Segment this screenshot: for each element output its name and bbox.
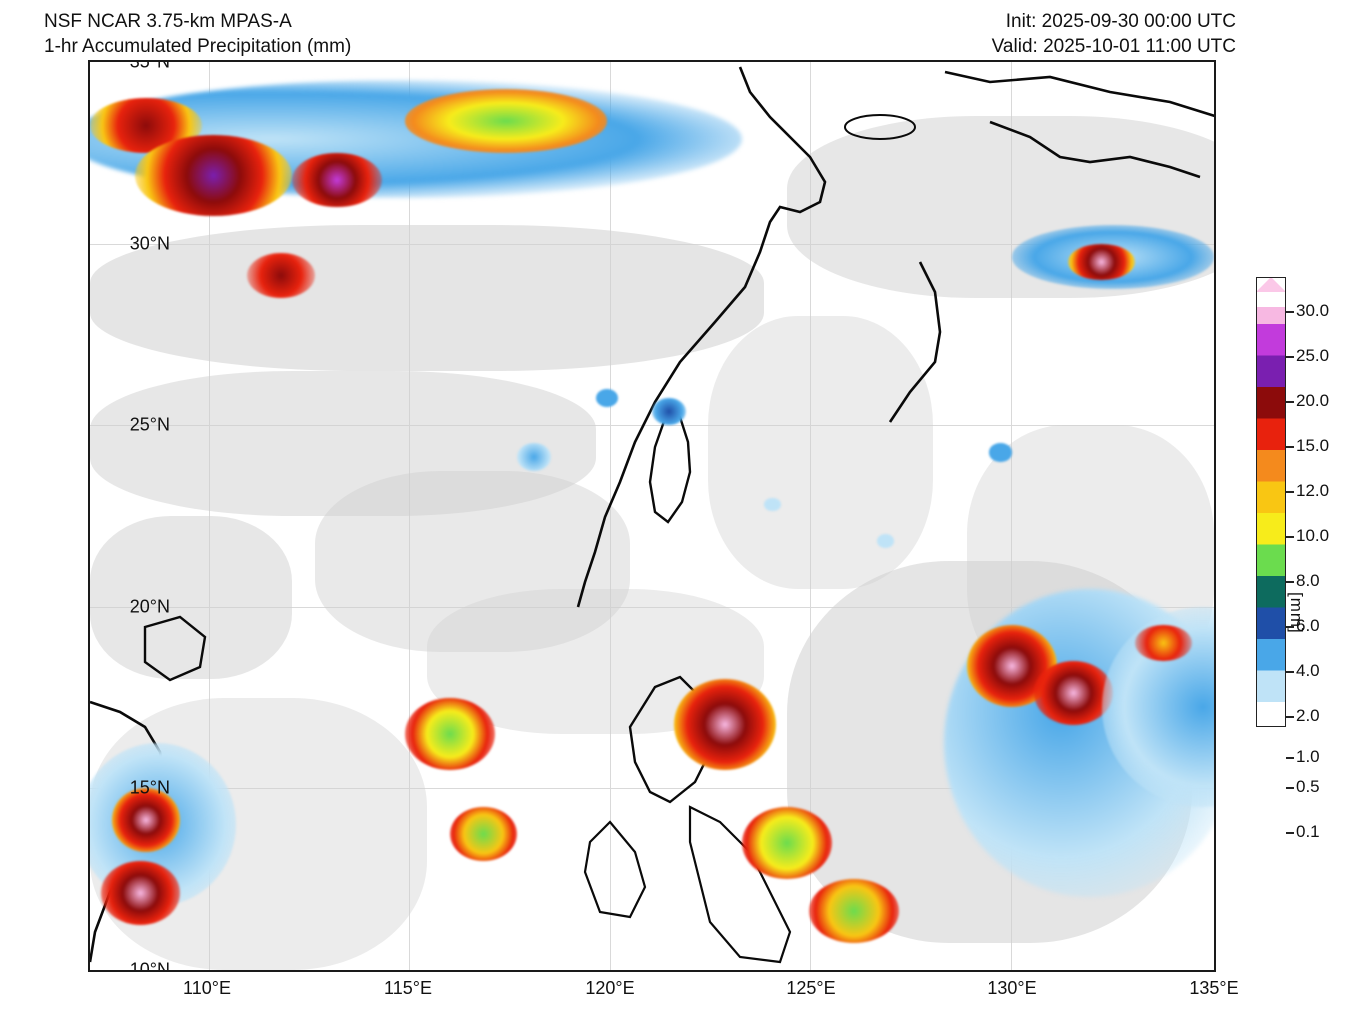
map-plot-area[interactable]: 35°N 30°N 25°N 20°N 15°N 10°N <box>88 60 1216 972</box>
y-axis-tick-30N[interactable]: 30°N <box>90 233 170 254</box>
precip-speckle <box>877 534 894 548</box>
colorbar-label-15[interactable]: 15.0 <box>1296 436 1329 456</box>
valid-label: Valid: 2025-10-01 11:00 UTC <box>992 35 1236 60</box>
weather-map-app: NSF NCAR 3.75-km MPAS-A 1-hr Accumulated… <box>0 0 1346 1032</box>
y-axis-tick-20N[interactable]: 20°N <box>90 596 170 617</box>
colorbar-tick <box>1286 356 1294 358</box>
precip-cell-visayas <box>742 807 832 880</box>
y-axis-tick-35N[interactable]: 35°N <box>90 60 170 73</box>
colorbar-label-20[interactable]: 20.0 <box>1296 391 1329 411</box>
precip-cell-mid-sea-1 <box>405 698 495 771</box>
colorbar-gradient <box>1256 307 1286 727</box>
colorbar-unit-label: [mm] <box>1286 592 1306 634</box>
x-axis-tick-135E[interactable]: 135°E <box>1189 978 1238 999</box>
precip-cell-coast-1 <box>517 443 551 470</box>
colorbar-tick <box>1286 536 1294 538</box>
colorbar-label-0_1[interactable]: 0.1 <box>1296 822 1320 842</box>
precip-speckle <box>596 389 618 407</box>
colorbar-legend[interactable]: 30.0 25.0 20.0 15.0 12.0 10.0 8.0 6.0 4.… <box>1256 292 1286 742</box>
colorbar-tick <box>1286 311 1294 313</box>
precip-cell-taiwan-1 <box>652 398 686 425</box>
colorbar-tick <box>1286 716 1294 718</box>
precip-speckle <box>989 443 1011 461</box>
x-axis-tick-125E[interactable]: 125°E <box>786 978 835 999</box>
init-label: Init: 2025-09-30 00:00 UTC <box>992 10 1236 35</box>
precip-cell-mindanao <box>809 879 899 943</box>
header-time-block: Init: 2025-09-30 00:00 UTC Valid: 2025-1… <box>992 10 1236 59</box>
precip-cell-japan-core <box>1068 244 1135 280</box>
precip-cell-intense-2 <box>135 135 292 217</box>
y-axis-tick-10N[interactable]: 10°N <box>90 960 170 973</box>
colorbar-label-4[interactable]: 4.0 <box>1296 661 1320 681</box>
colorbar-cap-top <box>1256 277 1286 292</box>
colorbar-label-25[interactable]: 25.0 <box>1296 346 1329 366</box>
precip-cell-cyclone-2 <box>1034 661 1113 725</box>
title-line1: NSF NCAR 3.75-km MPAS-A <box>44 10 351 35</box>
x-axis-tick-130E[interactable]: 130°E <box>987 978 1036 999</box>
x-axis-tick-115E[interactable]: 115°E <box>384 978 432 999</box>
colorbar-label-2[interactable]: 2.0 <box>1296 706 1320 726</box>
colorbar-label-8[interactable]: 8.0 <box>1296 571 1320 591</box>
colorbar-tick <box>1286 832 1294 834</box>
colorbar-label-30[interactable]: 30.0 <box>1296 301 1329 321</box>
precip-cell-luzon <box>674 679 775 770</box>
colorbar-tick <box>1286 757 1294 759</box>
title-line2: 1-hr Accumulated Precipitation (mm) <box>44 35 351 60</box>
precip-cell-cyclone-3 <box>1135 625 1191 661</box>
colorbar-tick <box>1286 787 1294 789</box>
y-axis-tick-25N[interactable]: 25°N <box>90 415 170 436</box>
colorbar-tick <box>1286 581 1294 583</box>
header-title-block: NSF NCAR 3.75-km MPAS-A 1-hr Accumulated… <box>44 10 351 59</box>
colorbar-label-12[interactable]: 12.0 <box>1296 481 1329 501</box>
colorbar-tick <box>1286 491 1294 493</box>
x-axis-tick-110E[interactable]: 110°E <box>183 978 231 999</box>
colorbar-label-10[interactable]: 10.0 <box>1296 526 1329 546</box>
colorbar-label-0_5[interactable]: 0.5 <box>1296 777 1320 797</box>
x-axis-tick-120E[interactable]: 120°E <box>585 978 634 999</box>
precip-cell-mid <box>405 89 607 153</box>
y-axis-tick-15N[interactable]: 15°N <box>90 778 170 799</box>
colorbar-label-1[interactable]: 1.0 <box>1296 747 1320 767</box>
colorbar-tick <box>1286 446 1294 448</box>
colorbar-tick <box>1286 401 1294 403</box>
precip-cell-vietnam-intense2 <box>101 861 180 925</box>
precip-cell-mid-sea-2 <box>450 807 517 861</box>
precip-cell-small-1 <box>247 253 314 298</box>
colorbar-tick <box>1286 671 1294 673</box>
precip-cell-intense-3 <box>292 153 382 207</box>
